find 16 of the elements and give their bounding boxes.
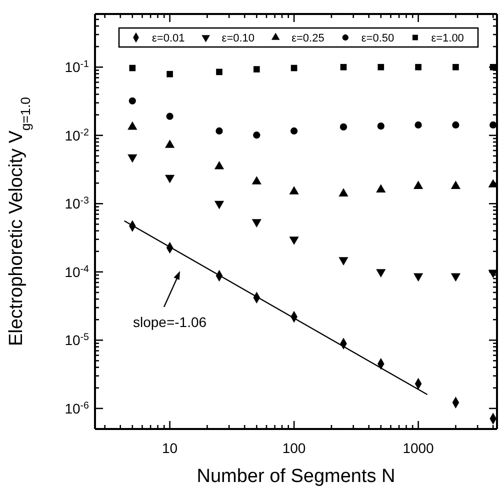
y-tick-label: 10$^{-1}$ [64,58,89,76]
x-axis-title: Number of Segments N [196,466,396,487]
y-tick-label: 10$^{-6}$ [64,400,90,416]
legend-label: ε=0.10 [222,32,255,44]
legend-label: ε=0.01 [152,32,185,44]
x-tick-label: 10 [162,440,178,456]
y-tick-label: 10$^{-4}$ [64,263,90,280]
y-tick-label: 10$^{-2}$ [64,126,89,144]
y-tick-label: 10$^{-3}$ [64,195,90,212]
x-tick-label: 1000 [402,440,434,456]
x-tick-label: 100 [282,440,306,456]
annotation: slope=-1.06 [133,314,207,330]
legend-label: ε=1.00 [431,32,464,44]
legend-label: ε=0.50 [361,32,394,44]
legend-label: ε=0.25 [292,32,324,44]
y-tick-label: 10$^{-5}$ [64,332,90,348]
